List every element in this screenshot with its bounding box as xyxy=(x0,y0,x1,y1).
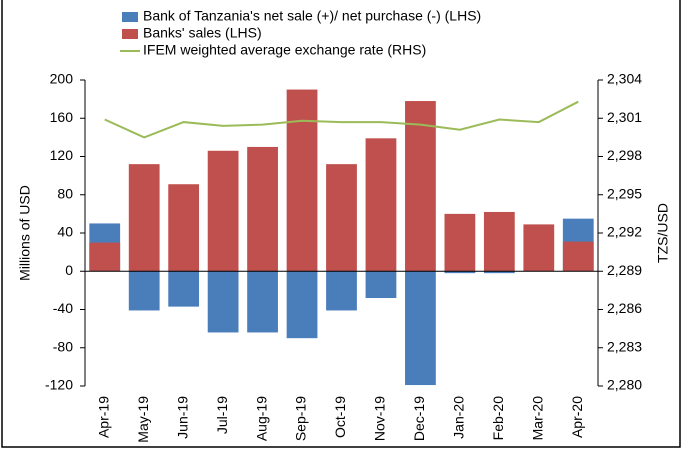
y2-tick-label: 2,295 xyxy=(607,185,642,201)
bar xyxy=(365,138,397,272)
y-tick-label: 80 xyxy=(57,185,73,201)
x-tick-label: Apr-20 xyxy=(569,396,585,438)
line xyxy=(104,100,579,139)
legend-label: Banks' sales (LHS) xyxy=(143,25,262,41)
bar xyxy=(207,271,239,333)
bar xyxy=(326,164,357,272)
y2-tick-label: 2,283 xyxy=(607,338,642,354)
x-tick-label: Jan-20 xyxy=(451,396,467,439)
bar xyxy=(286,89,318,272)
bar xyxy=(483,211,515,272)
y2-tick-label: 2,298 xyxy=(607,147,642,163)
y2-axis-label: TZS/USD xyxy=(655,203,671,263)
bar xyxy=(365,271,397,299)
y-tick-label: -120 xyxy=(45,377,73,393)
bar xyxy=(168,184,200,272)
legend-swatch xyxy=(122,12,138,22)
bar xyxy=(483,271,515,274)
bar xyxy=(247,271,278,333)
x-tick-label: May-19 xyxy=(135,396,151,443)
bar xyxy=(405,271,436,386)
legend-label: IFEM weighted average exchange rate (RHS… xyxy=(143,42,426,58)
bar xyxy=(444,213,476,272)
y2-tick-label: 2,280 xyxy=(607,377,642,393)
bar xyxy=(523,224,555,272)
y2-tick-label: 2,286 xyxy=(607,300,642,316)
y-tick-label: -80 xyxy=(53,338,73,354)
x-tick-label: Aug-19 xyxy=(253,396,269,441)
bar xyxy=(405,101,436,272)
x-tick-label: Jul-19 xyxy=(214,396,230,434)
bar xyxy=(286,271,318,339)
bar xyxy=(89,242,121,272)
x-tick-label: Apr-19 xyxy=(95,396,111,438)
bar xyxy=(326,271,357,311)
y-tick-label: 120 xyxy=(50,147,74,163)
legend-swatch xyxy=(122,29,138,39)
y2-tick-label: 2,289 xyxy=(607,262,642,278)
x-tick-label: Oct-19 xyxy=(332,396,348,438)
y-tick-label: 160 xyxy=(50,109,74,125)
y-tick-label: 40 xyxy=(57,224,73,240)
x-tick-label: Mar-20 xyxy=(530,396,546,441)
bar xyxy=(444,271,476,274)
bar xyxy=(562,241,594,272)
x-tick-label: Jun-19 xyxy=(174,396,190,439)
x-tick-label: Nov-19 xyxy=(372,396,388,441)
y2-tick-label: 2,292 xyxy=(607,224,642,240)
y-tick-label: -40 xyxy=(53,300,73,316)
bar xyxy=(207,150,239,272)
x-tick-label: Sep-19 xyxy=(293,396,309,441)
legend-label: Bank of Tanzania's net sale (+)/ net pur… xyxy=(143,8,481,24)
y2-tick-label: 2,301 xyxy=(607,109,642,125)
bar xyxy=(128,271,160,311)
bar xyxy=(247,146,278,272)
x-tick-label: Feb-20 xyxy=(490,396,506,441)
x-tick-label: Dec-19 xyxy=(411,396,427,441)
y2-tick-label: 2,304 xyxy=(607,71,642,87)
bar xyxy=(168,271,200,307)
y-tick-label: 200 xyxy=(50,71,74,87)
y-axis-label: Millions of USD xyxy=(17,185,33,281)
y-tick-label: 0 xyxy=(65,262,73,278)
bar xyxy=(128,164,160,272)
